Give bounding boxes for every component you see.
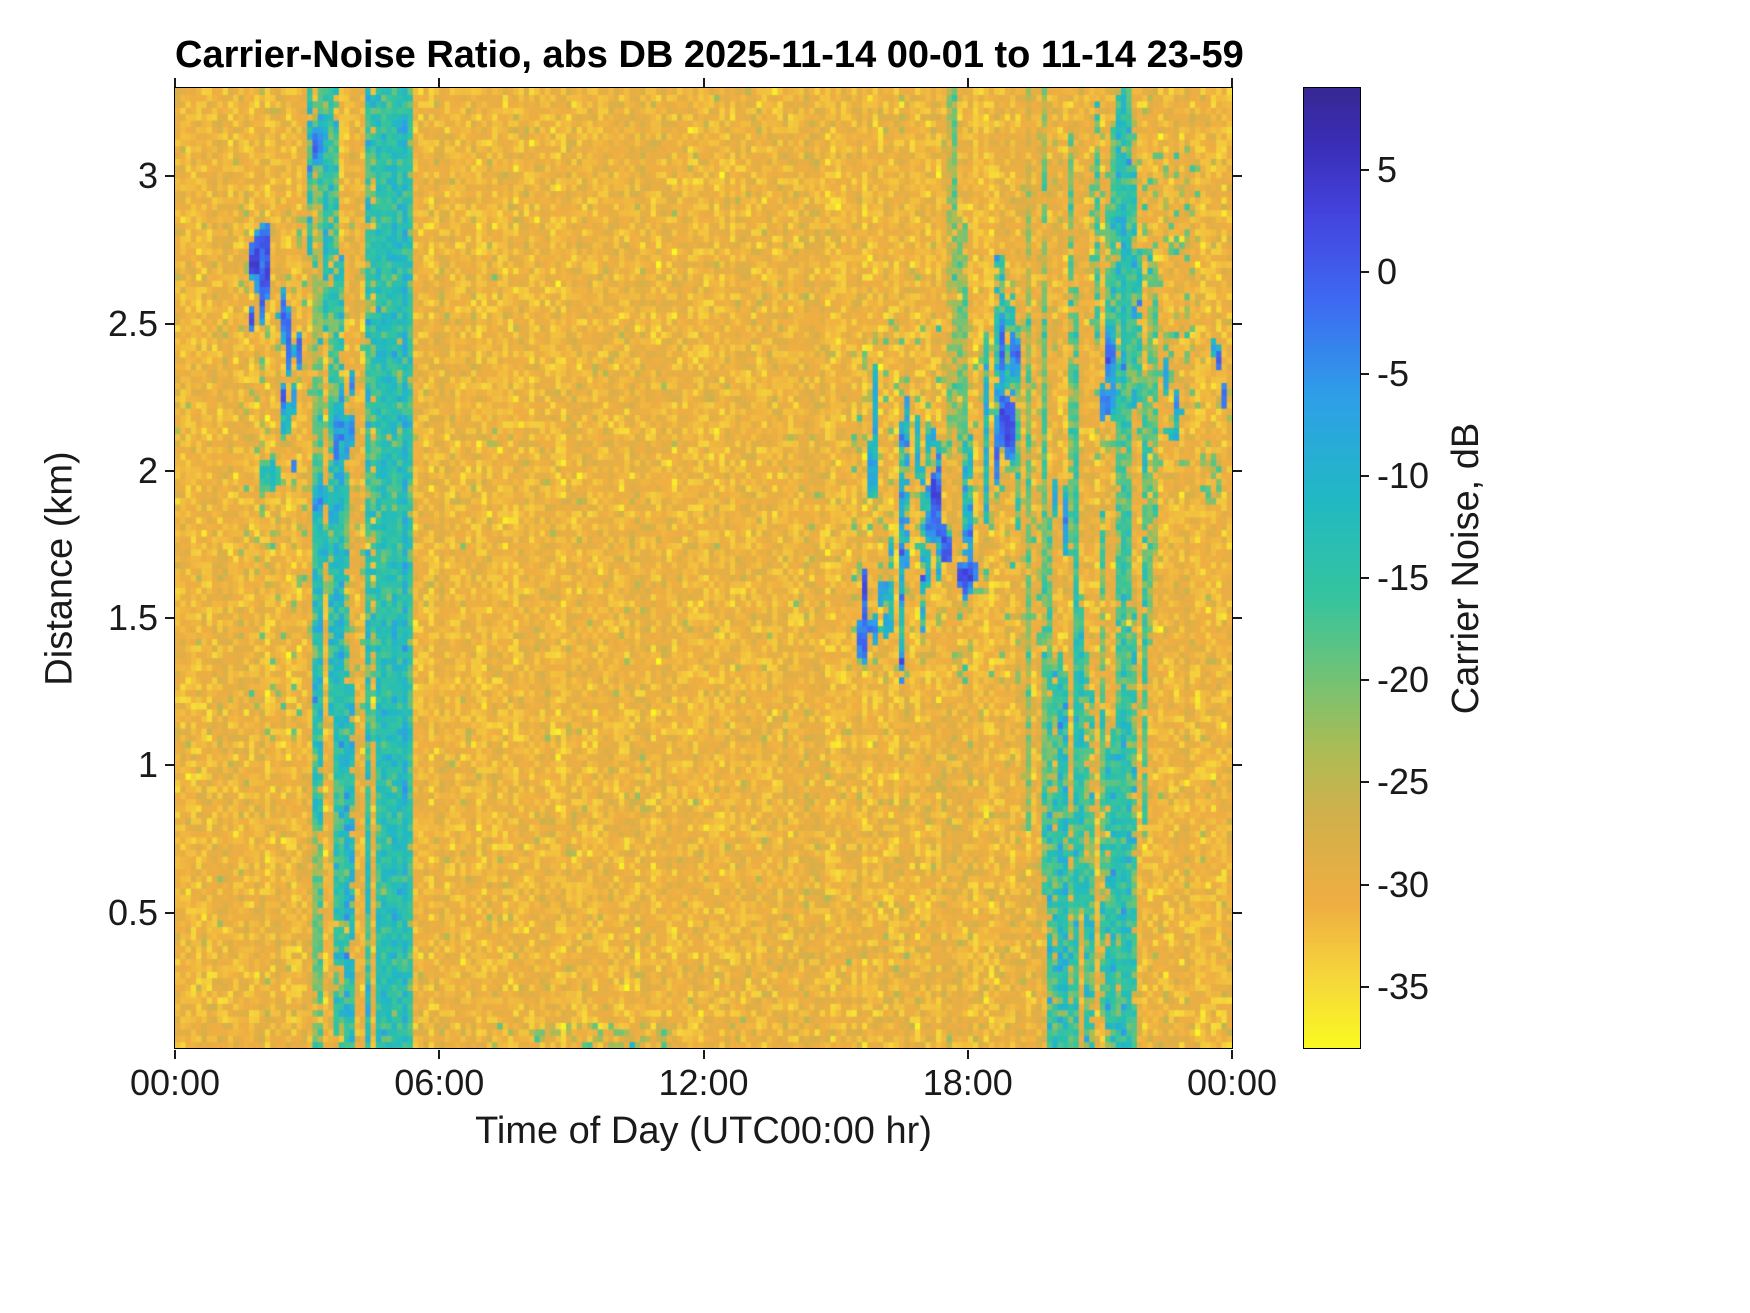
heatmap-canvas — [175, 88, 1232, 1048]
colorbar-tick-label: -25 — [1377, 761, 1430, 803]
chart-title: Carrier-Noise Ratio, abs DB 2025-11-14 0… — [175, 34, 1244, 76]
y-tick-label: 1 — [137, 744, 158, 786]
x-axis-label: Time of Day (UTC00:00 hr) — [475, 1110, 932, 1152]
x-tick-label: 06:00 — [394, 1062, 485, 1103]
colorbar-tick-label: 5 — [1377, 148, 1398, 190]
x-tick-label: 00:00 — [129, 1062, 221, 1103]
colorbar-tick-mark — [1361, 577, 1369, 580]
y-tick-mark — [1233, 175, 1242, 178]
x-tick-mark — [438, 78, 441, 87]
colorbar-tick-mark — [1361, 883, 1369, 886]
colorbar-tick-mark — [1361, 168, 1369, 171]
x-tick-label: 12:00 — [658, 1062, 749, 1103]
colorbar-tick-mark — [1361, 781, 1369, 784]
y-tick-label: 2.5 — [107, 302, 158, 344]
colorbar-tick-label: -30 — [1377, 863, 1430, 905]
colorbar-tick-mark — [1361, 270, 1369, 273]
x-tick-mark — [438, 1050, 441, 1059]
colorbar-tick-label: -20 — [1377, 659, 1430, 701]
y-tick-mark — [165, 911, 174, 914]
y-tick-mark — [1233, 469, 1242, 472]
y-tick-mark — [165, 617, 174, 620]
colorbar-label: Carrier Noise, dB — [1432, 88, 1502, 1048]
y-tick-label: 3 — [137, 155, 158, 197]
y-tick-label: 2 — [137, 449, 158, 491]
y-tick-label: 0.5 — [107, 891, 158, 933]
x-tick-mark — [174, 1050, 176, 1059]
colorbar-tick-label: -35 — [1377, 965, 1430, 1007]
y-tick-mark — [1233, 764, 1242, 767]
colorbar-tick-mark — [1361, 372, 1369, 375]
colorbar-tick-label: 0 — [1377, 250, 1398, 292]
colorbar-tick-mark — [1361, 679, 1369, 682]
y-tick-mark — [1233, 911, 1242, 914]
colorbar-tick-label: -5 — [1377, 352, 1410, 394]
colorbar-tick-label: -10 — [1377, 455, 1430, 497]
colorbar-tick-mark — [1361, 475, 1369, 478]
colorbar — [1303, 87, 1361, 1049]
colorbar-label-text: Carrier Noise, dB — [1445, 422, 1488, 714]
x-tick-mark — [174, 78, 176, 87]
heatmap-plot-area — [174, 87, 1233, 1049]
x-tick-mark — [1231, 78, 1233, 87]
y-tick-mark — [165, 175, 174, 178]
colorbar-tick-mark — [1361, 985, 1369, 988]
colorbar-gradient — [1304, 88, 1360, 1048]
x-tick-label: 18:00 — [922, 1062, 1013, 1103]
y-tick-mark — [165, 469, 174, 472]
y-tick-mark — [165, 764, 174, 767]
x-tick-mark — [966, 78, 969, 87]
y-tick-label: 1.5 — [107, 597, 158, 639]
x-tick-mark — [966, 1050, 969, 1059]
x-tick-mark — [702, 1050, 705, 1059]
y-tick-mark — [165, 322, 174, 325]
colorbar-tick-label: -15 — [1377, 557, 1430, 599]
x-tick-label: 00:00 — [1186, 1062, 1278, 1103]
y-tick-mark — [1233, 617, 1242, 620]
x-tick-mark — [702, 78, 705, 87]
y-tick-mark — [1233, 322, 1242, 325]
x-tick-mark — [1231, 1050, 1233, 1059]
